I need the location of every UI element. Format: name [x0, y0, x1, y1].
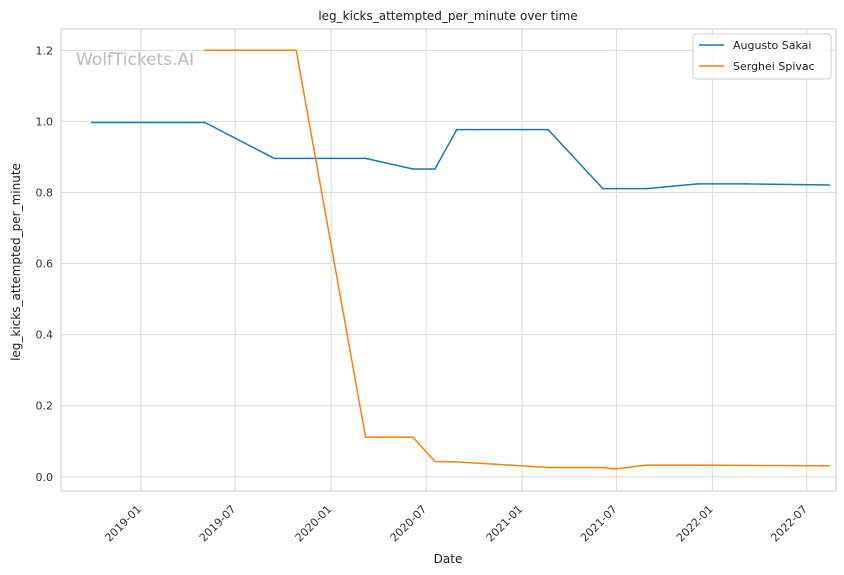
legend-label-augusto-sakai: Augusto Sakai — [733, 39, 811, 52]
data-point-augusto-sakai — [364, 157, 367, 160]
data-point-serghei-spivac — [744, 464, 747, 467]
x-tick-label: 2021-01 — [484, 503, 526, 545]
x-tick-label: 2022-01 — [674, 503, 716, 545]
data-point-serghei-spivac — [602, 466, 604, 469]
x-tick-label: 2019-07 — [197, 503, 239, 545]
data-point-augusto-sakai — [456, 128, 458, 131]
data-point-augusto-sakai — [273, 157, 276, 160]
data-point-serghei-spivac — [364, 436, 367, 439]
data-point-serghei-spivac — [645, 464, 648, 466]
data-point-augusto-sakai — [696, 183, 699, 185]
data-point-serghei-spivac — [696, 464, 699, 466]
legend-label-serghei-spivac: Serghei Spivac — [733, 60, 815, 73]
x-axis-label: Date — [434, 552, 463, 566]
y-tick-label: 0.6 — [36, 258, 54, 271]
x-tick-label: 2019-01 — [102, 503, 144, 545]
y-tick-label: 0.8 — [36, 186, 54, 199]
data-point-augusto-sakai — [90, 121, 93, 124]
x-tick-label: 2021-07 — [578, 503, 620, 545]
legend: Augusto Sakai Serghei Spivac — [692, 33, 832, 80]
data-point-serghei-spivac — [434, 460, 436, 463]
data-point-serghei-spivac — [613, 468, 615, 470]
data-point-augusto-sakai — [434, 168, 436, 170]
x-tick-label: 2022-07 — [768, 503, 810, 545]
data-point-serghei-spivac — [547, 466, 549, 469]
y-axis-ticks: 0.0 0.2 0.4 0.6 0.8 1.0 1.2 — [36, 44, 54, 483]
data-point-augusto-sakai — [645, 187, 648, 190]
series-lines — [90, 49, 831, 470]
x-tick-label: 2020-01 — [293, 503, 335, 545]
y-tick-label: 0.4 — [36, 329, 54, 342]
data-point-augusto-sakai — [547, 128, 549, 131]
data-point-serghei-spivac — [204, 49, 206, 52]
x-axis-ticks: 2019-01 2019-07 2020-01 2020-07 2021-01 2021-… — [102, 503, 810, 545]
x-tick-label: 2020-07 — [388, 503, 430, 545]
legend-box — [692, 33, 832, 80]
data-point-augusto-sakai — [602, 187, 604, 190]
data-point-augusto-sakai — [744, 183, 747, 185]
data-point-serghei-spivac — [828, 464, 831, 467]
data-point-serghei-spivac — [456, 461, 458, 463]
grid — [61, 29, 836, 491]
y-tick-label: 0.0 — [36, 471, 54, 484]
y-tick-label: 1.2 — [36, 44, 54, 57]
data-point-serghei-spivac — [412, 436, 414, 439]
data-point-augusto-sakai — [828, 184, 831, 186]
y-axis-label: leg_kicks_attempted_per_minute — [9, 163, 23, 361]
data-point-augusto-sakai — [412, 168, 414, 170]
y-tick-label: 0.2 — [36, 400, 54, 413]
data-point-augusto-sakai — [204, 121, 206, 124]
series-line-augusto-sakai — [91, 121, 830, 190]
y-tick-label: 1.0 — [36, 115, 54, 128]
plot-area — [60, 28, 837, 492]
watermark: WolfTickets.AI — [76, 50, 194, 70]
chart-title: leg_kicks_attempted_per_minute over time — [318, 9, 577, 23]
data-point-serghei-spivac — [295, 49, 298, 52]
